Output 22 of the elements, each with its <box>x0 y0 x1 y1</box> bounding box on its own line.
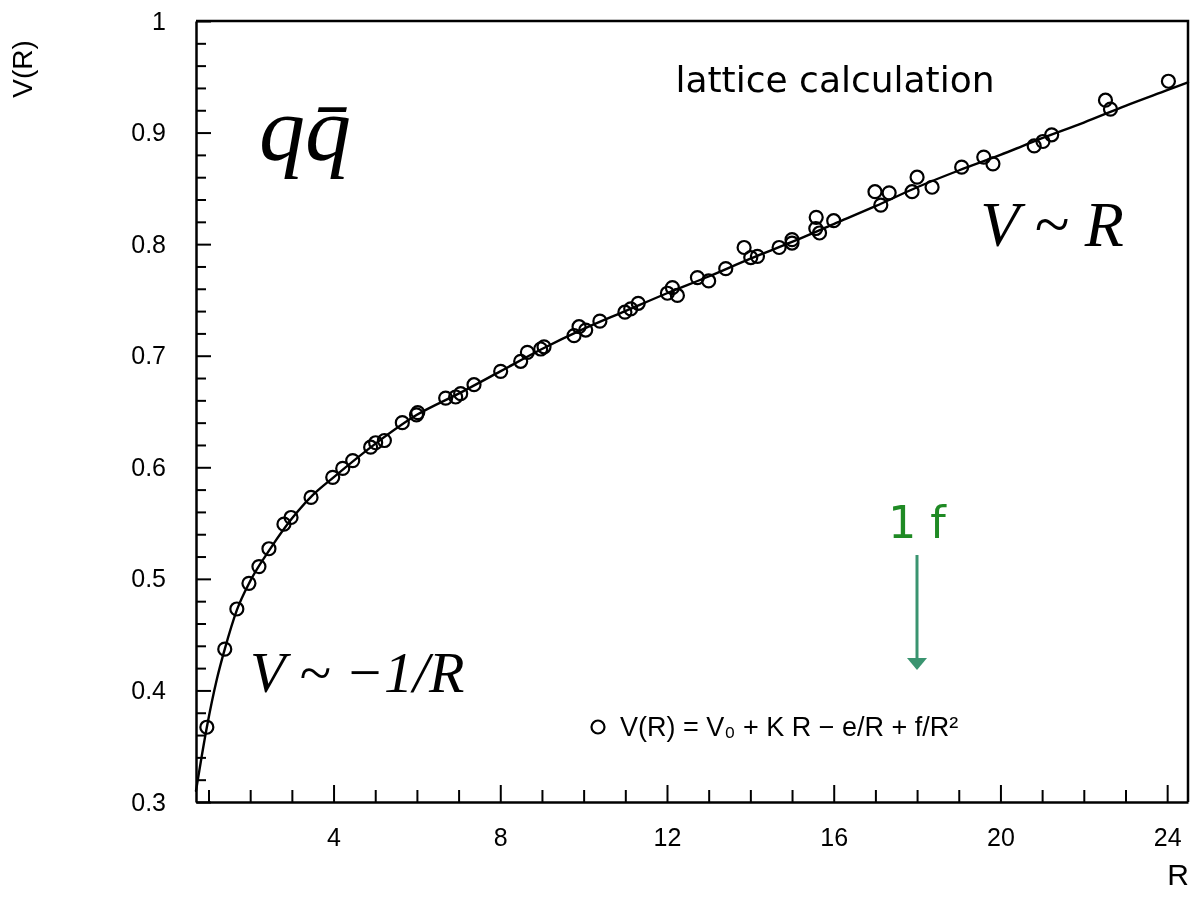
x-axis-title: R <box>1167 858 1189 891</box>
annotation: qq̄ <box>259 78 351 180</box>
y-tick-label: 0.8 <box>131 229 166 258</box>
annotation: V ~ R <box>980 189 1124 260</box>
y-tick-label: 0.4 <box>131 675 167 704</box>
y-tick-label: 1 <box>152 6 166 35</box>
y-tick-label: 0.6 <box>131 452 166 481</box>
x-tick-label: 8 <box>493 822 508 851</box>
legend-label: V(R) = V₀ + K R − e/R + f/R² <box>620 712 959 743</box>
annotation: lattice calculation <box>675 59 995 100</box>
x-tick-label: 4 <box>327 822 342 851</box>
x-tick-label: 20 <box>987 822 1015 851</box>
annotation: V ~ −1/R <box>250 640 465 705</box>
y-tick-label: 0.5 <box>131 564 166 593</box>
y-axis-title: V(R) <box>7 40 38 98</box>
x-tick-label: 24 <box>1153 822 1182 851</box>
y-tick-label: 0.3 <box>131 787 166 816</box>
annotation: 1 f <box>888 497 948 548</box>
y-tick-label: 0.9 <box>131 118 166 147</box>
x-tick-label: 12 <box>653 822 682 851</box>
y-tick-label: 0.7 <box>131 341 166 370</box>
x-tick-label: 16 <box>820 822 849 851</box>
